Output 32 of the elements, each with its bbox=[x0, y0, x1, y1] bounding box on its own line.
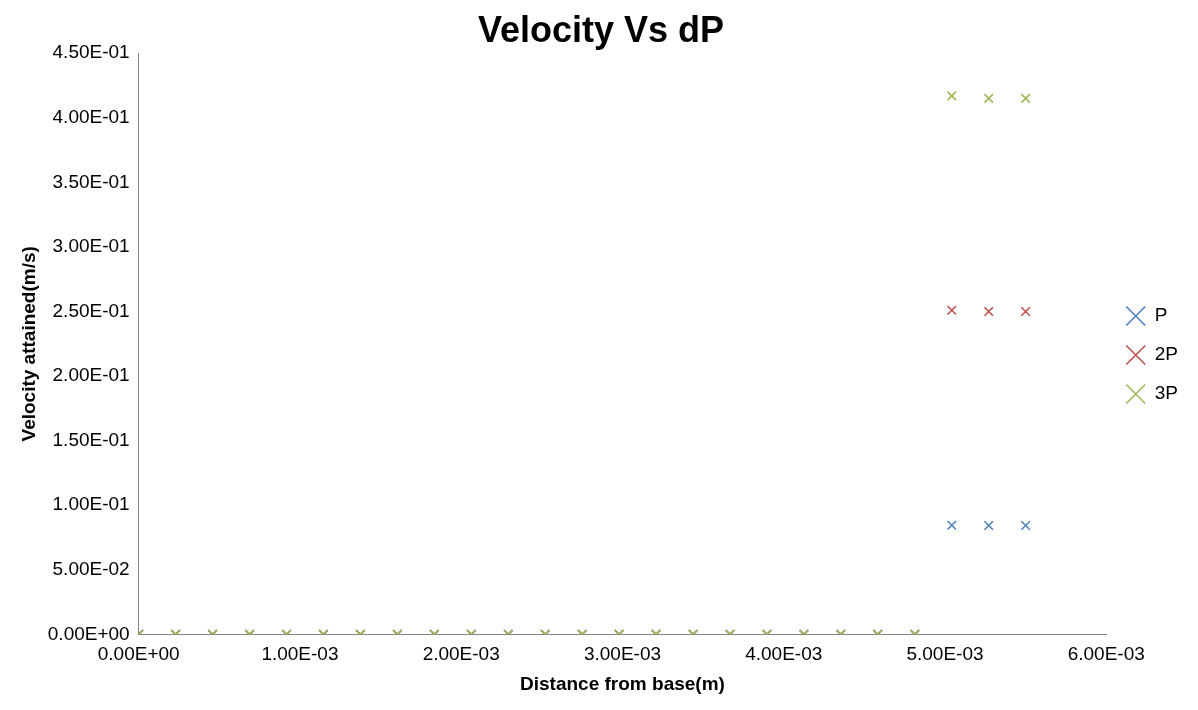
point bbox=[983, 93, 994, 104]
x-tick-label: 0.00E+00 bbox=[97, 643, 180, 665]
point bbox=[983, 306, 994, 317]
y-tick-label: 5.00E-02 bbox=[52, 558, 130, 580]
y-axis-title: Velocity attained(m/s) bbox=[17, 246, 39, 442]
y-tick-label: 4.00E-01 bbox=[52, 106, 130, 128]
y-tick-label: 0.00E+00 bbox=[47, 622, 130, 644]
legend-label: P bbox=[1154, 304, 1168, 326]
point bbox=[1020, 306, 1031, 317]
point bbox=[983, 520, 994, 531]
y-tick-label: 2.00E-01 bbox=[52, 364, 130, 386]
y-tick-label: 1.00E-01 bbox=[52, 493, 130, 515]
x-tick-label: 2.00E-03 bbox=[422, 643, 500, 665]
x-axis-title: Distance from base(m) bbox=[520, 672, 725, 694]
x-tick-label: 3.00E-03 bbox=[583, 643, 662, 665]
legend-label: 3P bbox=[1154, 382, 1179, 404]
chart-title: Velocity Vs dP bbox=[477, 8, 725, 50]
point bbox=[946, 520, 957, 531]
y-tick-label: 3.00E-01 bbox=[52, 235, 130, 257]
legend-label: 2P bbox=[1154, 343, 1179, 365]
point bbox=[1020, 520, 1031, 531]
point bbox=[1020, 93, 1031, 104]
x-tick-label: 6.00E-03 bbox=[1067, 643, 1145, 665]
y-tick-label: 1.50E-01 bbox=[52, 428, 130, 450]
x-tick-label: 5.00E-03 bbox=[906, 643, 984, 665]
point bbox=[946, 90, 957, 101]
x-tick-label: 1.00E-03 bbox=[261, 643, 339, 665]
y-tick-label: 3.50E-01 bbox=[52, 170, 130, 192]
x-tick-label: 4.00E-03 bbox=[745, 643, 823, 665]
y-tick-label: 4.50E-01 bbox=[52, 41, 130, 63]
y-tick-label: 2.50E-01 bbox=[52, 299, 130, 321]
point bbox=[946, 305, 957, 316]
